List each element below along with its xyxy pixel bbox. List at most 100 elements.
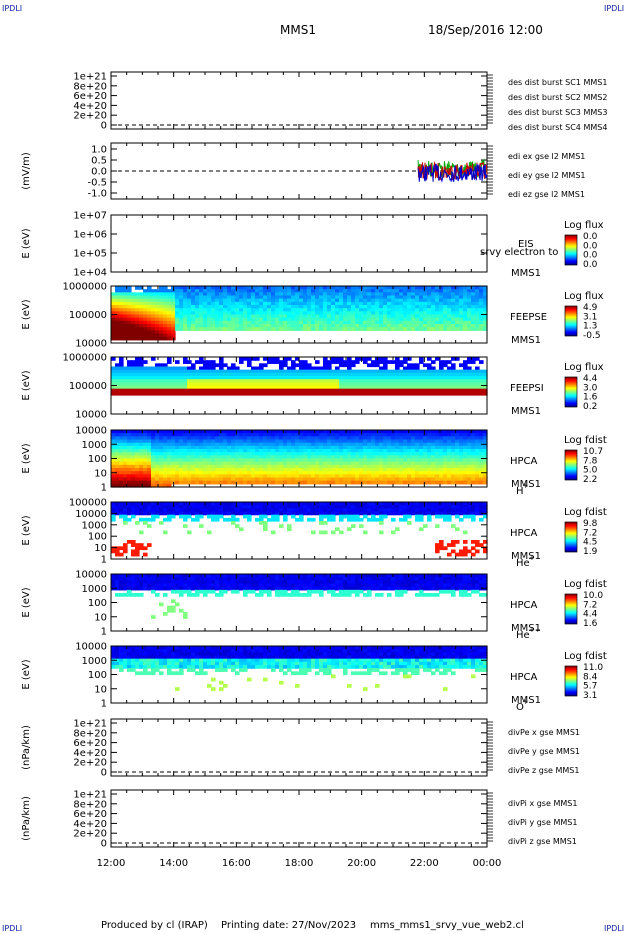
spectrogram-cell — [167, 298, 172, 303]
spectrogram-cell — [207, 505, 212, 509]
spectrogram-cell — [243, 295, 248, 300]
spectrogram-cell — [263, 289, 268, 293]
spectrogram-cell — [467, 439, 472, 444]
spectrogram-cell — [235, 508, 240, 513]
spectrogram-cell — [219, 461, 224, 466]
spectrogram-cell — [135, 391, 140, 396]
spectrogram-cell — [251, 458, 256, 463]
spectrogram-cell — [479, 455, 484, 460]
spectrogram-cell — [315, 301, 320, 306]
spectrogram-cell — [179, 372, 184, 377]
spectrogram-cell — [151, 305, 156, 309]
spectrogram-cell — [447, 360, 452, 364]
spectrogram-cell — [459, 449, 464, 453]
spectrogram-cell — [447, 471, 452, 475]
spectrogram-cell — [319, 317, 324, 322]
spectrogram-cell — [187, 445, 192, 450]
spectrogram-cell — [411, 505, 416, 509]
spectrogram-cell — [375, 442, 380, 447]
spectrogram-cell — [219, 289, 224, 293]
spectrogram-cell — [195, 505, 200, 509]
spectrogram-cell — [447, 477, 452, 482]
spectrogram-cell — [331, 382, 336, 387]
spectrogram-cell — [299, 314, 304, 319]
spectrogram-cell — [379, 521, 384, 525]
spectrogram-cell — [203, 508, 208, 513]
spectrogram-cell — [235, 445, 240, 450]
spectrogram-cell — [283, 360, 288, 364]
spectrogram-cell — [379, 372, 384, 377]
spectrogram-cell — [343, 289, 348, 293]
spectrogram-cell — [243, 314, 248, 319]
spectrogram-cell — [275, 517, 280, 522]
spectrogram-cell — [167, 320, 172, 325]
spectrogram-cell — [459, 324, 464, 328]
spectrogram-cell — [307, 289, 312, 293]
spectrogram-cell — [147, 369, 152, 374]
spectrogram-cell — [471, 477, 476, 482]
colorbar-title: Log fdist — [564, 435, 607, 446]
spectrogram-cell — [455, 295, 460, 300]
spectrogram-cell — [219, 363, 224, 368]
spectrogram-cell — [275, 505, 280, 509]
spectrogram-cell — [155, 311, 160, 316]
spectrogram-cell — [363, 458, 368, 463]
spectrogram-cell — [191, 308, 196, 312]
spectrogram-cell — [375, 314, 380, 319]
spectrogram-cell — [143, 385, 148, 390]
spectrogram-cell — [479, 301, 484, 306]
spectrogram-cell — [483, 324, 488, 328]
spectrogram-cell — [399, 477, 404, 482]
spectrogram-cell — [191, 461, 196, 466]
spectrogram-cell — [115, 286, 120, 290]
spectrogram-cell — [447, 314, 452, 319]
spectrogram-cell — [127, 305, 132, 309]
spectrogram-cell — [159, 385, 164, 390]
spectrogram-cell — [263, 388, 268, 393]
spectrogram-cell — [311, 289, 316, 293]
spectrogram-cell — [475, 385, 480, 390]
spectrogram-cell — [455, 298, 460, 303]
spectrogram-cell — [459, 436, 464, 441]
spectrogram-cell — [459, 474, 464, 479]
spectrogram-cell — [291, 508, 296, 513]
spectrogram-cell — [339, 439, 344, 444]
spectrogram-cell — [187, 514, 192, 519]
spectrogram-cell — [315, 286, 320, 290]
spectrogram-cell — [123, 445, 128, 450]
spectrogram-cell — [375, 471, 380, 475]
spectrogram-cell — [179, 471, 184, 475]
spectrogram-cell — [295, 449, 300, 453]
spectrogram-cell — [243, 369, 248, 374]
colorbar-title: Log flux — [564, 362, 604, 373]
spectrogram-cell — [139, 360, 144, 364]
spectrogram-cell — [171, 372, 176, 377]
spectrogram-cell — [475, 480, 480, 485]
spectrogram-cell — [203, 452, 208, 456]
spectrogram-cell — [175, 508, 180, 513]
spectrogram-cell — [167, 317, 172, 322]
spectrogram-cell — [443, 468, 448, 472]
y-tick-label: -0.5 — [87, 178, 107, 189]
spectrogram-cell — [331, 327, 336, 331]
legend-entry: des dist burst SC2 MMS2 — [508, 93, 607, 102]
spectrogram-cell — [471, 511, 476, 516]
spectrogram-cell — [303, 317, 308, 322]
spectrogram-cell — [271, 327, 276, 331]
spectrogram-cell — [387, 317, 392, 322]
spectrogram-cell — [335, 511, 340, 516]
spectrogram-cell — [319, 477, 324, 482]
colorbar-label: 0.2 — [583, 402, 597, 412]
spectrogram-cell — [339, 382, 344, 387]
spectrogram-cell — [291, 314, 296, 319]
spectrogram-cell — [367, 433, 372, 437]
spectrogram-cell — [447, 480, 452, 485]
spectrogram-cell — [395, 505, 400, 509]
spectrogram-cell — [171, 366, 176, 371]
spectrogram-cell — [347, 357, 352, 361]
spectrogram-cell — [387, 360, 392, 364]
spectrogram-cell — [483, 430, 488, 434]
spectrogram-cell — [111, 292, 116, 297]
spectrogram-cell — [243, 471, 248, 475]
spectrogram-cell — [223, 474, 228, 479]
